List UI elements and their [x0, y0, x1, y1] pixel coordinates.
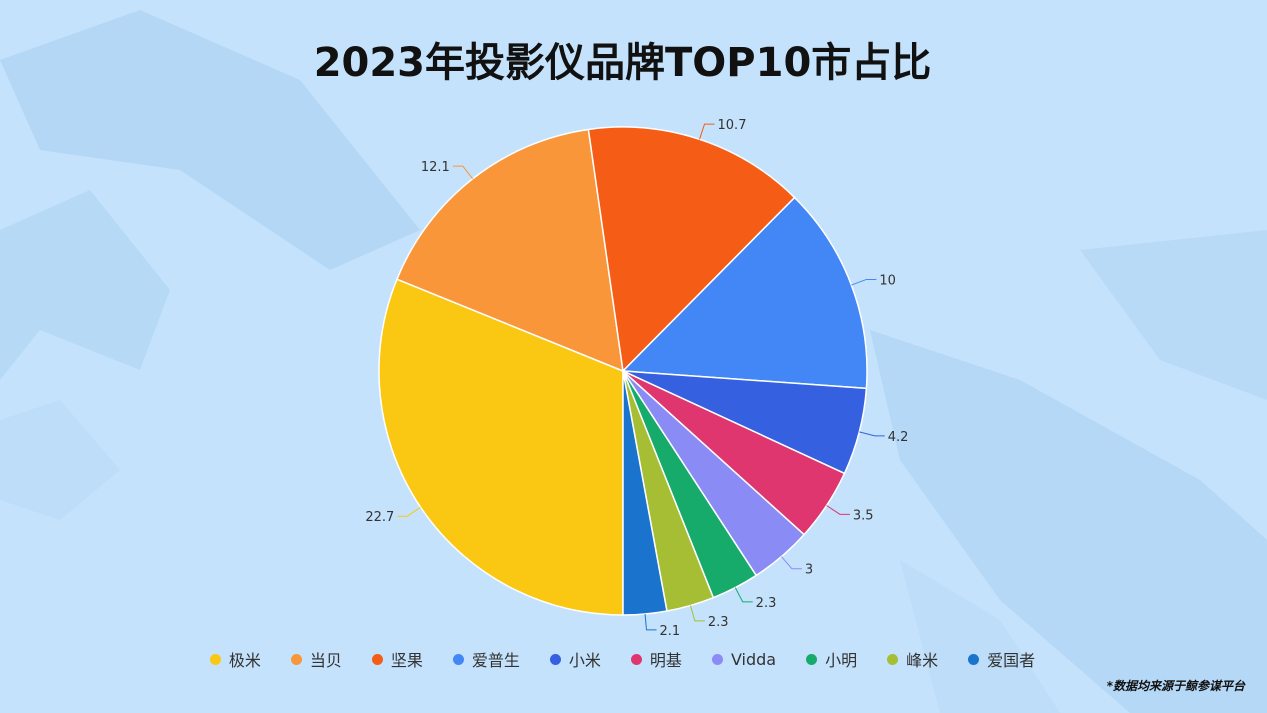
data-label-6: 3.5: [853, 508, 874, 523]
data-label-9: 2.3: [708, 615, 729, 630]
legend-label: 明基: [649, 651, 682, 670]
legend-label: Vidda: [730, 649, 777, 669]
legend-marker-icon: [887, 653, 899, 665]
legend-marker-icon: [209, 653, 221, 665]
legend-marker-icon: [452, 653, 464, 665]
legend-item-6[interactable]: 明基: [630, 647, 682, 671]
legend-item-5[interactable]: 小米: [549, 647, 601, 671]
legend-marker-icon: [630, 653, 642, 665]
legend-item-3[interactable]: 坚果: [371, 647, 423, 671]
legend-item-10[interactable]: 爱国者: [968, 647, 1035, 671]
chart-title: 2023年投影仪品牌TOP10市占比: [313, 40, 932, 86]
legend-item-1[interactable]: 极米: [209, 647, 261, 671]
data-label-7: 3: [805, 563, 813, 578]
legend-marker-icon: [711, 653, 723, 665]
legend-label: 小明: [825, 651, 858, 670]
legend-item-4[interactable]: 爱普生: [452, 647, 520, 671]
data-label-8: 2.3: [756, 596, 777, 611]
data-label-2: 12.1: [421, 160, 450, 175]
data-label-4: 10: [879, 273, 896, 288]
data-label-3: 10.7: [718, 118, 747, 133]
legend-item-7[interactable]: Vidda: [711, 647, 777, 671]
pie-slice-10: [622, 370, 668, 616]
legend-label: 爱普生: [471, 651, 520, 670]
leader-line-3: [699, 123, 715, 140]
legend-item-8[interactable]: 小明: [806, 647, 857, 671]
legend-label: 坚果: [390, 651, 423, 670]
leader-line-8: [734, 587, 753, 603]
leader-line-2: [452, 165, 474, 180]
legend-marker-icon: [806, 653, 818, 665]
data-label-1: 22.7: [365, 510, 394, 525]
pie-slice-1: [378, 278, 624, 616]
legend-marker-icon: [968, 653, 980, 665]
legend-item-9[interactable]: 峰米: [887, 647, 938, 671]
legend-label: 当贝: [309, 651, 342, 670]
leader-line-5: [859, 431, 885, 437]
leader-line-10: [644, 613, 657, 631]
legend-label: 爱国者: [987, 651, 1036, 670]
legend-item-2[interactable]: 当贝: [290, 647, 342, 671]
chart-legend: 极米 当贝 坚果 爱普生 小米 明基 Vidda 小明 峰米 爱国者: [0, 647, 1245, 671]
legend-marker-icon: [549, 653, 561, 665]
legend-label: 峰米: [906, 651, 939, 670]
leader-line-1: [397, 506, 421, 517]
leader-line-7: [781, 556, 802, 570]
legend-marker-icon: [290, 653, 302, 665]
data-label-10: 2.1: [659, 624, 680, 639]
leader-line-4: [851, 278, 877, 286]
data-label-5: 4.2: [888, 430, 909, 445]
legend-marker-icon: [371, 653, 383, 665]
leader-line-9: [689, 605, 705, 622]
leader-line-6: [826, 505, 850, 515]
pie-slice-4: [621, 196, 868, 390]
legend-label: 极米: [228, 651, 261, 670]
legend-label: 小米: [568, 651, 601, 670]
source-note: *数据均来源于鲸参谋平台: [1106, 679, 1245, 693]
